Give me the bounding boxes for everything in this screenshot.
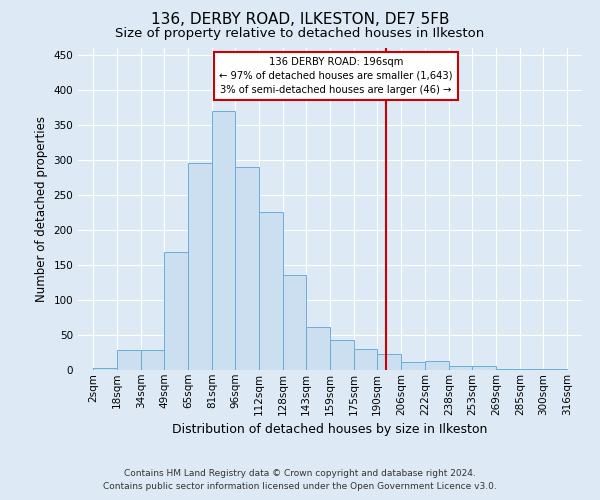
Bar — [188, 163, 212, 370]
Text: Size of property relative to detached houses in Ilkeston: Size of property relative to detached ho… — [115, 28, 485, 40]
Bar — [354, 349, 377, 370]
Bar — [377, 354, 401, 370]
Bar — [117, 350, 142, 370]
Bar — [472, 366, 496, 370]
Bar — [306, 327, 330, 370]
Bar — [401, 362, 425, 370]
Bar — [142, 350, 164, 370]
Bar — [496, 368, 520, 370]
Text: 136 DERBY ROAD: 196sqm
← 97% of detached houses are smaller (1,643)
3% of semi-d: 136 DERBY ROAD: 196sqm ← 97% of detached… — [219, 56, 453, 94]
Bar — [164, 252, 188, 370]
Y-axis label: Number of detached properties: Number of detached properties — [35, 116, 48, 302]
Text: Contains HM Land Registry data © Crown copyright and database right 2024.
Contai: Contains HM Land Registry data © Crown c… — [103, 470, 497, 491]
Bar — [259, 212, 283, 370]
Bar — [330, 340, 354, 370]
X-axis label: Distribution of detached houses by size in Ilkeston: Distribution of detached houses by size … — [172, 423, 488, 436]
Bar — [449, 366, 472, 370]
Bar — [283, 276, 306, 370]
Text: 136, DERBY ROAD, ILKESTON, DE7 5FB: 136, DERBY ROAD, ILKESTON, DE7 5FB — [151, 12, 449, 28]
Bar — [235, 166, 259, 370]
Bar — [212, 110, 235, 370]
Bar — [93, 368, 117, 370]
Bar — [425, 361, 449, 370]
